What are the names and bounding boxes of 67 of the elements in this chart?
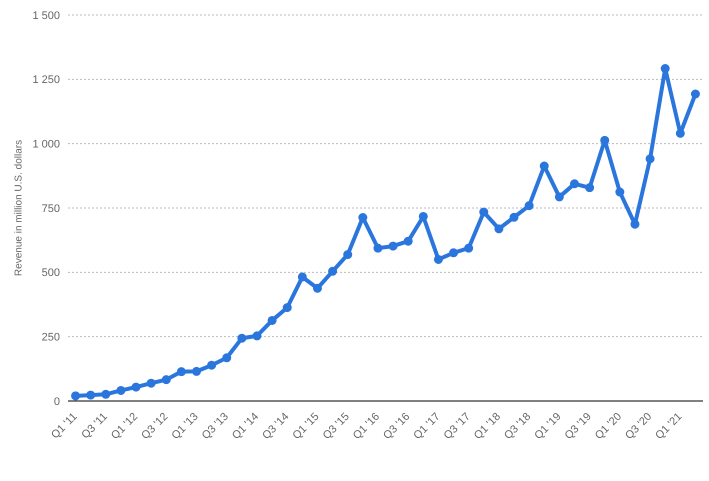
y-axis-title: Revenue in million U.S. dollars — [14, 140, 25, 276]
point — [132, 382, 141, 392]
point — [434, 254, 443, 264]
point — [554, 192, 564, 202]
y-tick-label: 250 — [42, 332, 60, 344]
point — [176, 367, 186, 376]
point — [343, 250, 352, 260]
y-tick-label: 0 — [54, 396, 60, 408]
y-tick-label: 750 — [42, 202, 60, 215]
point — [660, 64, 670, 74]
point — [600, 136, 610, 145]
point — [585, 183, 594, 192]
point — [71, 391, 80, 400]
x-tick-label: Q1 '14 — [230, 410, 262, 442]
point — [449, 248, 458, 258]
x-tick-label: Q3 '19 — [562, 410, 594, 442]
point — [615, 188, 624, 197]
point — [646, 154, 655, 164]
y-tick-label: 1 250 — [32, 74, 60, 86]
point — [146, 378, 156, 388]
x-tick-label: Q3 '15 — [320, 410, 352, 442]
y-tick-label: 1 000 — [32, 138, 60, 151]
point — [630, 220, 640, 229]
x-tick-label: Q1 '15 — [290, 410, 322, 442]
x-tick-label: Q1 '11 — [49, 410, 80, 442]
point — [404, 236, 413, 246]
point — [690, 90, 700, 98]
x-tick-label: Q3 '20 — [623, 410, 654, 442]
point — [298, 272, 307, 282]
point — [282, 303, 292, 312]
point — [510, 212, 519, 222]
point — [479, 208, 488, 217]
x-tick-label: Q3 '12 — [139, 410, 170, 442]
point — [101, 390, 110, 399]
x-tick-label: Q3 '17 — [442, 410, 473, 442]
x-tick-label: Q1 '12 — [109, 410, 140, 442]
x-tick-label: Q1 '18 — [472, 410, 504, 442]
point — [116, 386, 126, 395]
point — [222, 353, 232, 362]
point — [328, 266, 338, 276]
point — [162, 375, 171, 384]
point — [388, 242, 398, 251]
x-tick-label: Q3 '18 — [502, 410, 534, 442]
y-tick-label: 1 500 — [32, 10, 60, 22]
x-tick-label: Q3 '16 — [381, 410, 412, 442]
x-tick-label: Q1 '21 — [653, 410, 684, 442]
point — [207, 360, 216, 370]
point — [570, 179, 579, 188]
point — [86, 390, 96, 400]
x-tick-label: Q3 '11 — [79, 410, 110, 442]
x-tick-label: Q3 '13 — [200, 410, 231, 442]
y-tick-label: 500 — [42, 267, 60, 280]
x-tick-label: Q1 '13 — [170, 410, 201, 442]
point — [494, 224, 504, 234]
x-tick-label: Q1 '16 — [350, 410, 382, 442]
x-tick-label: Q1 '19 — [532, 410, 564, 442]
x-tick-label: Q3 '14 — [260, 410, 292, 442]
point — [268, 316, 277, 325]
point — [237, 334, 246, 343]
point — [252, 331, 262, 340]
point — [524, 201, 534, 210]
point — [192, 366, 202, 376]
point — [464, 244, 474, 253]
x-tick-label: Q1 '20 — [592, 410, 624, 442]
x-tick-label: Q1 '17 — [411, 410, 443, 442]
point — [312, 284, 322, 293]
point — [373, 244, 382, 253]
